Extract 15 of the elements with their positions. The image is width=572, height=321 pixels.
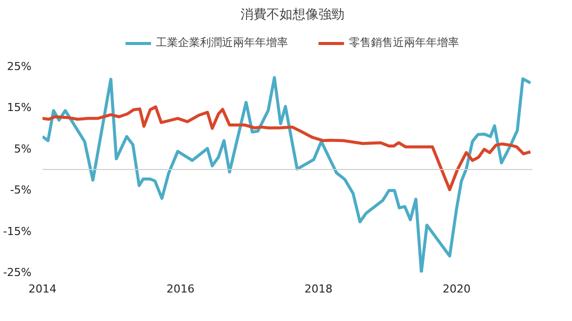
x-tick-label: 2016 <box>166 282 195 296</box>
chart-title: 消費不如想像強勁 <box>240 8 344 22</box>
x-tick-label: 2018 <box>304 282 333 296</box>
line-series <box>42 76 532 272</box>
x-tick-label: 2014 <box>28 282 57 296</box>
y-tick-label: 15% <box>7 101 32 114</box>
y-tick-label: -25% <box>3 266 32 279</box>
y-tick-label: -5% <box>10 184 32 197</box>
line-series <box>42 105 532 192</box>
x-tick-label: 2020 <box>442 282 471 296</box>
y-tick-label: -15% <box>3 224 32 238</box>
y-tick-label: 5% <box>14 142 32 156</box>
legend-label: 零售銷售近兩年年增率 <box>349 35 459 50</box>
y-tick-label: 25% <box>7 60 32 73</box>
legend-label: 工業企業利潤近兩年年增率 <box>156 35 288 50</box>
